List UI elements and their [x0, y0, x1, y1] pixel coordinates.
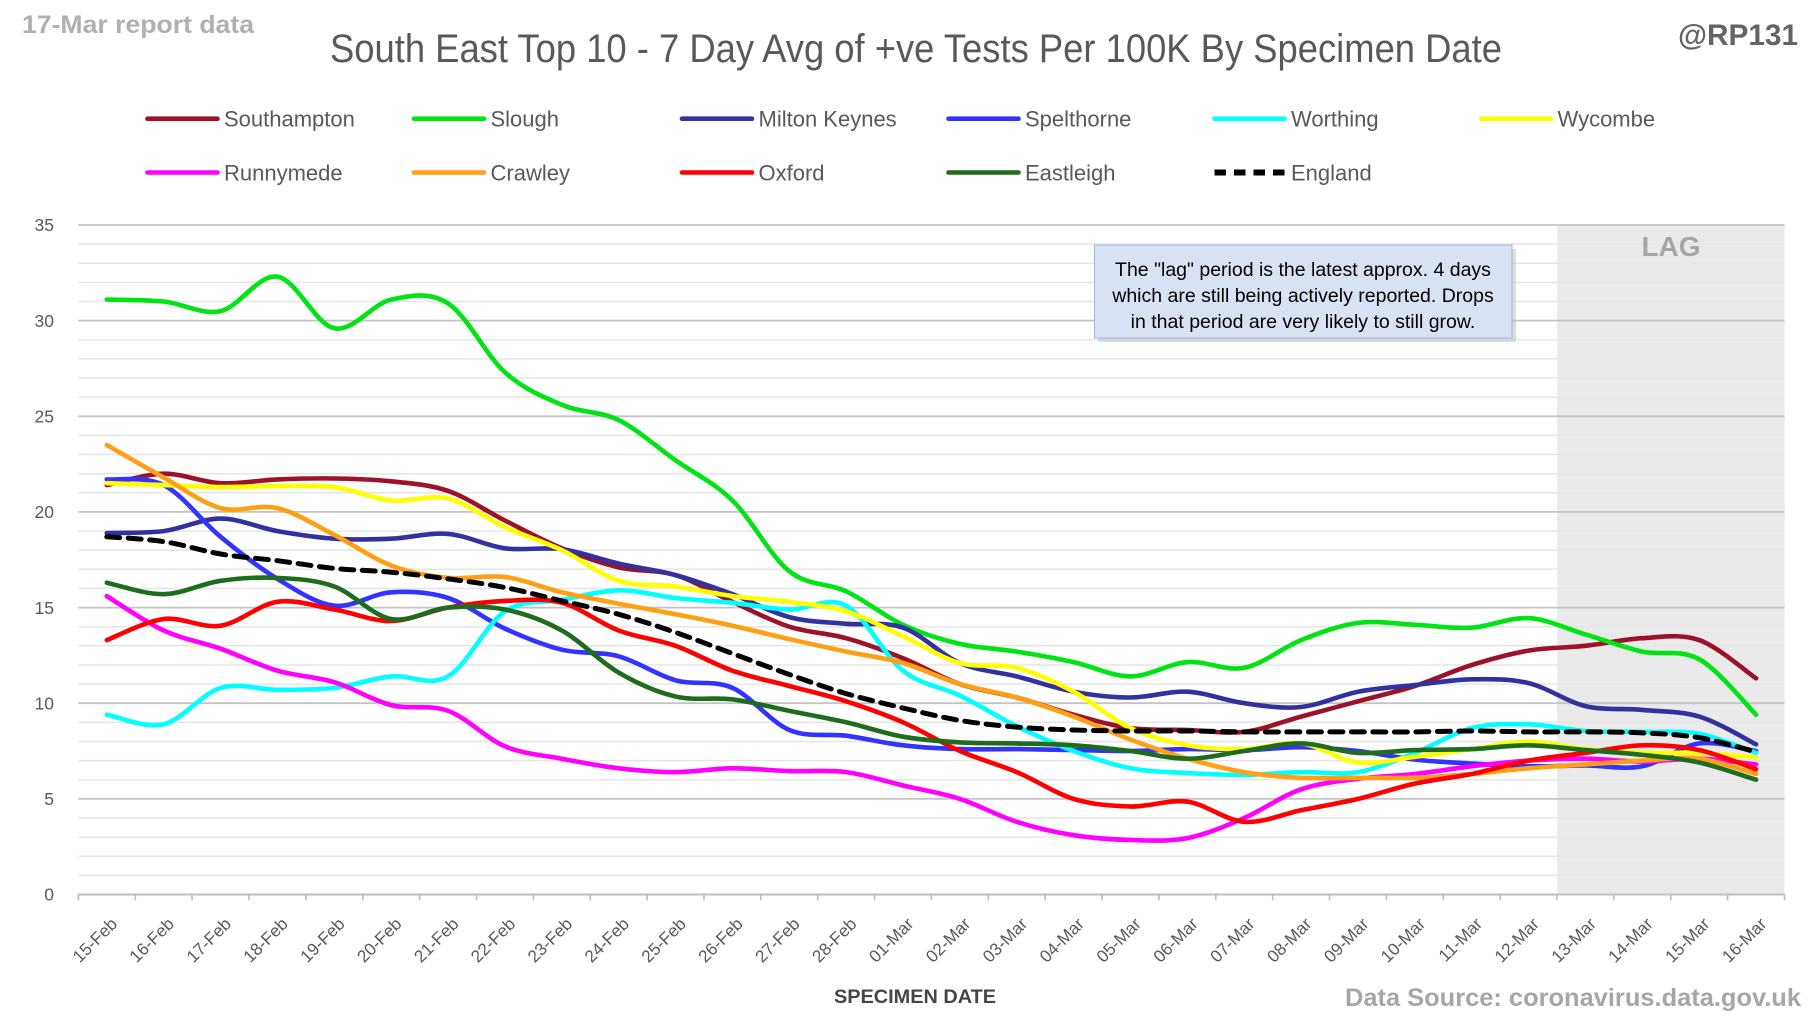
- svg-text:Crawley: Crawley: [491, 161, 570, 186]
- svg-text:Wycombe: Wycombe: [1558, 107, 1656, 132]
- svg-text:Worthing: Worthing: [1291, 107, 1379, 132]
- svg-text:England: England: [1291, 161, 1372, 186]
- svg-text:Oxford: Oxford: [759, 161, 825, 186]
- svg-text:SPECIMEN DATE: SPECIMEN DATE: [834, 987, 996, 1008]
- svg-text:Milton Keynes: Milton Keynes: [759, 107, 897, 132]
- svg-text:35: 35: [35, 215, 54, 235]
- svg-text:20: 20: [35, 502, 55, 522]
- svg-text:Data Source: coronavirus.data.: Data Source: coronavirus.data.gov.uk: [1345, 984, 1801, 1012]
- svg-text:15: 15: [35, 598, 54, 618]
- svg-text:in that period are very likely: in that period are very likely to still …: [1131, 311, 1476, 333]
- svg-text:Southampton: Southampton: [224, 107, 355, 132]
- svg-text:@RP131: @RP131: [1678, 19, 1798, 52]
- svg-text:Slough: Slough: [491, 107, 560, 132]
- svg-text:The "lag" period is the latest: The "lag" period is the latest approx. 4…: [1115, 259, 1491, 281]
- svg-text:Spelthorne: Spelthorne: [1025, 107, 1131, 132]
- svg-text:LAG: LAG: [1641, 231, 1700, 262]
- svg-text:10: 10: [35, 693, 55, 713]
- svg-text:Eastleigh: Eastleigh: [1025, 161, 1116, 186]
- svg-text:17-Mar report data: 17-Mar report data: [22, 11, 255, 39]
- svg-text:Runnymede: Runnymede: [224, 161, 343, 186]
- svg-text:which are still being actively: which are still being actively reported.…: [1111, 285, 1494, 307]
- svg-text:0: 0: [44, 885, 54, 905]
- svg-text:5: 5: [44, 789, 54, 809]
- svg-text:South East Top 10 - 7 Day Avg: South East Top 10 - 7 Day Avg of +ve Tes…: [330, 27, 1502, 71]
- svg-text:30: 30: [35, 311, 55, 331]
- svg-text:25: 25: [35, 407, 54, 427]
